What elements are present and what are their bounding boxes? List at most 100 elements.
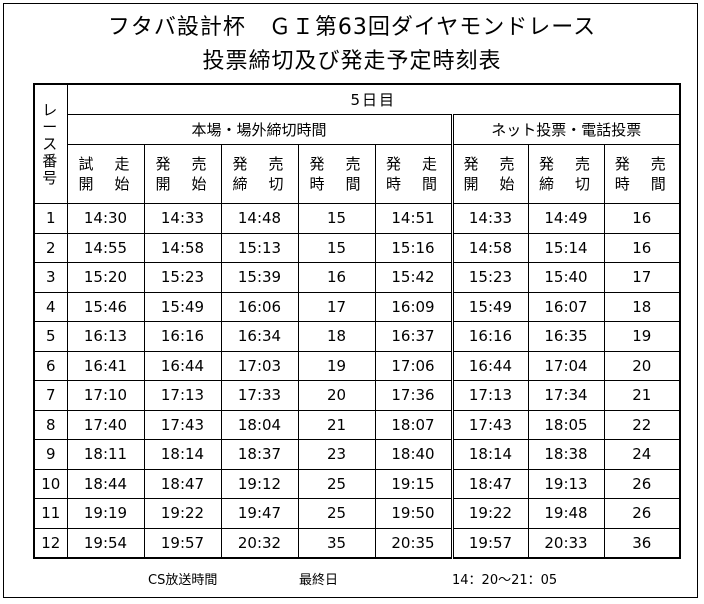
table-cell: 20:32 [220,527,299,559]
page-title: フタバ設計杯 ＧＩ第63回ダイヤモンドレース [107,15,597,40]
table-cell: 17:06 [374,350,453,381]
table-cell: 24 [603,439,681,470]
group-online-header: ネット投票・電話投票 [450,114,681,145]
race-number-cell: 1 [33,203,68,234]
table-cell: 15:23 [450,262,529,293]
table-cell: 16:41 [66,350,145,381]
table-cell: 20:33 [527,527,605,559]
table-row: 9 18:11 18:14 18:37 23 18:40 18:14 18:38 24 [33,439,681,470]
footer-broadcast-label: CS放送時間 [148,573,218,588]
table-cell: 16:07 [527,291,605,322]
table-row: 1 14:30 14:33 14:48 15 14:51 14:33 14:49 16 [33,203,681,234]
table-cell: 14:55 [66,232,145,263]
table-cell: 14:51 [374,203,453,234]
table-cell: 26 [603,498,681,529]
table-cell: 18:47 [143,468,222,499]
table-cell: 17:04 [527,350,605,381]
table-row: 10 18:44 18:47 19:12 25 19:15 18:47 19:13 26 [33,468,681,499]
race-number-cell: 11 [33,498,68,529]
table-cell: 18:04 [220,409,299,440]
table-cell: 15:13 [220,232,299,263]
page-subtitle: 投票締切及び発走予定時刻表 [202,49,502,74]
table-cell: 15:39 [220,262,299,293]
day-label: 5日目 [66,83,681,115]
schedule-table: レ ー ス 番 号 5日目 本場・場外締切時間 ネット投票・電話投票 試 走開 … [33,83,682,559]
table-cell: 15:20 [66,262,145,293]
table-cell: 20 [297,380,376,411]
race-number-cell: 6 [33,350,68,381]
col-header-sales-duration: 発 売時 間 [297,144,376,204]
table-row: 7 17:10 17:13 17:33 20 17:36 17:13 17:34 21 [33,380,681,411]
table-cell: 18:38 [527,439,605,470]
table-cell: 15 [297,203,376,234]
table-cell: 17:43 [450,409,529,440]
table-cell: 18:14 [450,439,529,470]
table-cell: 15:14 [527,232,605,263]
table-cell: 14:30 [66,203,145,234]
table-cell: 16 [297,262,376,293]
table-cell: 18:14 [143,439,222,470]
footer-time-range: 14：20～21：05 [452,573,558,588]
table-cell: 16 [603,203,681,234]
page-frame [3,3,698,598]
table-row: 2 14:55 14:58 15:13 15 15:16 14:58 15:14 16 [33,232,681,263]
col-header-sales-close: 発 売締 切 [220,144,299,204]
col-header-online-sales-start: 発 売開 始 [450,144,529,204]
table-cell: 18:44 [66,468,145,499]
race-number-cell: 9 [33,439,68,470]
table-cell: 17:34 [527,380,605,411]
table-row: 5 16:13 16:16 16:34 18 16:37 16:16 16:35 19 [33,321,681,352]
race-number-cell: 8 [33,409,68,440]
table-cell: 16:16 [143,321,222,352]
table-row: 12 19:54 19:57 20:32 35 20:35 19:57 20:33 36 [33,527,681,559]
table-cell: 19:48 [527,498,605,529]
table-cell: 19:19 [66,498,145,529]
table-cell: 19:50 [374,498,453,529]
table-cell: 15:49 [143,291,222,322]
table-cell: 20 [603,350,681,381]
table-cell: 19:22 [143,498,222,529]
table-cell: 16:44 [450,350,529,381]
table-cell: 23 [297,439,376,470]
table-cell: 22 [603,409,681,440]
table-cell: 18 [297,321,376,352]
table-cell: 17:13 [143,380,222,411]
table-cell: 19:54 [66,527,145,559]
footer-day-label: 最終日 [299,573,339,588]
table-cell: 16:44 [143,350,222,381]
table-cell: 18:47 [450,468,529,499]
table-cell: 17:03 [220,350,299,381]
table-cell: 26 [603,468,681,499]
table-cell: 17:10 [66,380,145,411]
table-cell: 25 [297,498,376,529]
table-cell: 18:07 [374,409,453,440]
table-cell: 19:15 [374,468,453,499]
table-cell: 18:11 [66,439,145,470]
table-cell: 17 [603,262,681,293]
col-header-race-start: 発 走時 間 [374,144,453,204]
col-header-online-sales-close: 発 売締 切 [527,144,605,204]
schedule-rows: 1 14:30 14:33 14:48 15 14:51 14:33 14:49 16 2 14:5… [33,203,681,559]
table-cell: 21 [603,380,681,411]
table-cell: 16:06 [220,291,299,322]
table-cell: 14:48 [220,203,299,234]
table-cell: 21 [297,409,376,440]
table-cell: 16:35 [527,321,605,352]
table-cell: 17:13 [450,380,529,411]
table-row: 4 15:46 15:49 16:06 17 16:09 15:49 16:07 18 [33,291,681,322]
table-cell: 15:42 [374,262,453,293]
table-cell: 14:49 [527,203,605,234]
table-cell: 17:33 [220,380,299,411]
table-cell: 19:57 [143,527,222,559]
table-cell: 15 [297,232,376,263]
table-cell: 17:36 [374,380,453,411]
table-cell: 19:57 [450,527,529,559]
table-cell: 20:35 [374,527,453,559]
table-cell: 18:40 [374,439,453,470]
table-cell: 16 [603,232,681,263]
table-row: 3 15:20 15:23 15:39 16 15:42 15:23 15:40 17 [33,262,681,293]
table-cell: 19:47 [220,498,299,529]
table-cell: 19 [603,321,681,352]
race-number-cell: 4 [33,291,68,322]
race-number-cell: 3 [33,262,68,293]
